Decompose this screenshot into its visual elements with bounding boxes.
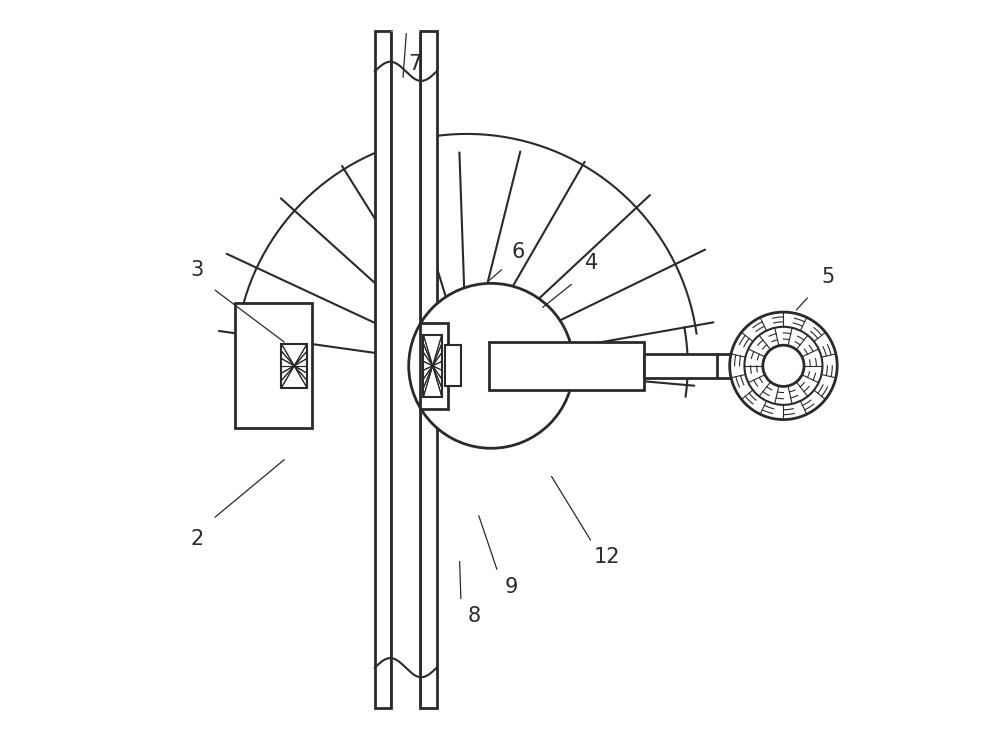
Bar [489, 341, 644, 390]
Circle shape [409, 283, 574, 449]
Bar [391, 31, 420, 708]
Circle shape [763, 345, 804, 386]
Bar [235, 303, 312, 429]
Bar [445, 345, 461, 386]
Text: 4: 4 [585, 253, 599, 273]
Text: 5: 5 [821, 268, 834, 287]
Text: 3: 3 [190, 260, 203, 280]
Circle shape [744, 327, 822, 405]
Text: 12: 12 [594, 548, 620, 568]
Bar [281, 344, 307, 388]
Bar [420, 31, 437, 708]
Text: 8: 8 [468, 606, 481, 626]
Circle shape [730, 312, 837, 420]
Bar [420, 323, 448, 409]
Bar [375, 31, 391, 708]
Text: 2: 2 [190, 529, 203, 549]
Text: 7: 7 [409, 54, 422, 74]
Text: 9: 9 [504, 576, 518, 596]
Text: 6: 6 [512, 242, 525, 262]
Bar [423, 335, 442, 397]
Bar [644, 354, 717, 378]
